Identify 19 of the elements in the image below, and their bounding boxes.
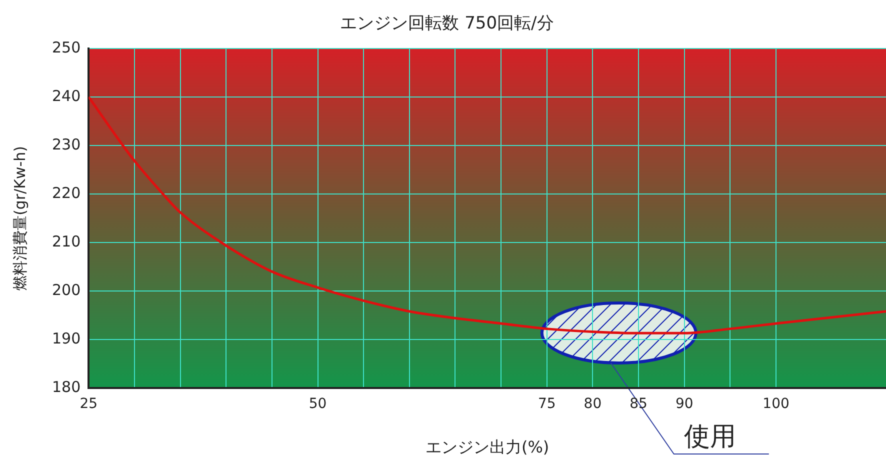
line-series: [88, 96, 886, 334]
y-tick-label: 230: [52, 135, 81, 154]
text: 使用: [684, 422, 736, 452]
y-axis-title: 燃料消費量(gr/Kw-h): [10, 146, 29, 290]
y-tick-label: 180: [52, 378, 81, 396]
y-tick-label: 220: [52, 184, 81, 202]
y-tick-label: 240: [52, 86, 81, 105]
x-tick-label: 90: [675, 396, 694, 412]
y-tick-label: 210: [52, 232, 81, 250]
y-tick-label: 190: [52, 329, 81, 348]
y-tick-label: 250: [52, 38, 81, 56]
y-tick-label: 200: [52, 280, 81, 299]
x-tick-label: 100: [762, 396, 790, 412]
x-tick-label: 80: [584, 396, 602, 412]
x-tick-label: 50: [308, 396, 327, 412]
x-tick-label: 75: [538, 396, 556, 412]
x-axis-title: エンジン出力(%): [425, 438, 550, 457]
x-tick-label: 25: [80, 396, 98, 412]
chart-title: エンジン回転数 750回転/分: [340, 14, 554, 34]
